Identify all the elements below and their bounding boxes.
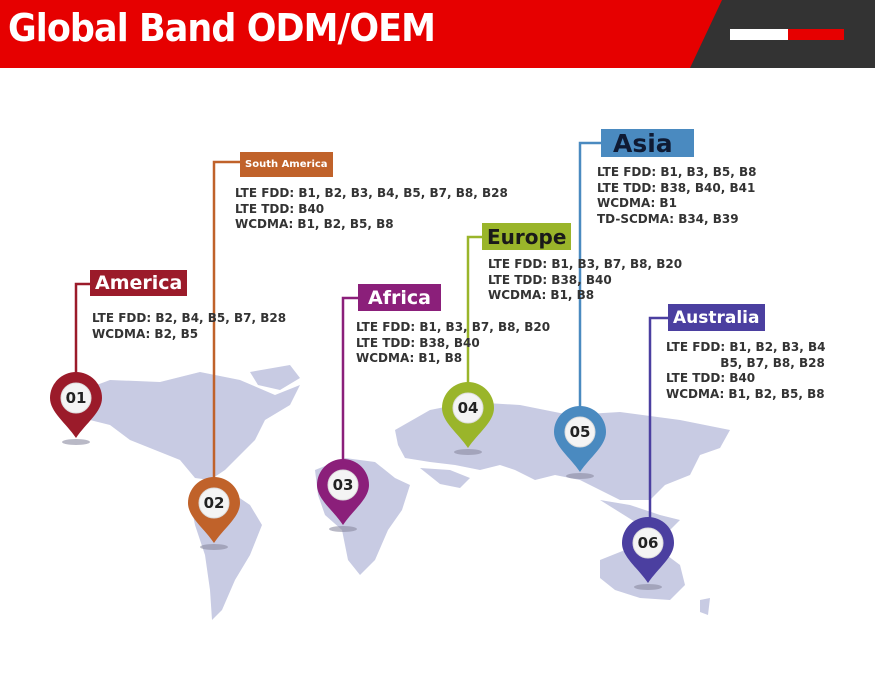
- region-label-south-america: South America: [240, 152, 333, 177]
- band-line: LTE FDD: B1, B3, B5, B8: [597, 165, 757, 179]
- band-line: WCDMA: B1: [597, 196, 677, 210]
- pin-number-01: 01: [65, 389, 87, 407]
- bands-europe: LTE FDD: B1, B3, B7, B8, B20 LTE TDD: B38…: [488, 257, 682, 304]
- page-title: Global Band ODM/OEM: [8, 6, 436, 50]
- pin-south-america: [187, 476, 241, 550]
- band-line: LTE FDD: B1, B2, B3, B4: [666, 340, 826, 354]
- band-line: LTE TDD: B38, B40, B41: [597, 180, 756, 195]
- band-line: B5, B7, B8, B28: [666, 355, 825, 370]
- band-line: WCDMA: B2, B5: [92, 326, 199, 341]
- bands-america: LTE FDD: B2, B4, B5, B7, B28 WCDMA: B2, B…: [92, 311, 286, 342]
- band-line: WCDMA: B1, B8: [488, 288, 595, 302]
- region-label-africa: Africa: [358, 284, 441, 311]
- band-line: WCDMA: B1, B2, B5, B8: [235, 217, 394, 231]
- band-line: LTE TDD: B38, B40: [488, 272, 612, 287]
- region-label-asia: Asia: [601, 129, 694, 158]
- band-line: LTE FDD: B2, B4, B5, B7, B28: [92, 311, 287, 325]
- band-line: WCDMA: B1, B8: [356, 351, 463, 365]
- pin-number-02: 02: [203, 494, 225, 512]
- pin-asia: [554, 406, 606, 479]
- pin-number-05: 05: [569, 423, 591, 441]
- bands-asia: LTE FDD: B1, B3, B5, B8 LTE TDD: B38, B40…: [597, 165, 757, 227]
- bands-south-america: LTE FDD: B1, B2, B3, B4, B5, B7, B8, B28…: [235, 186, 508, 233]
- band-line: LTE FDD: B1, B2, B3, B4, B5, B7, B8, B28: [235, 186, 508, 200]
- band-line: LTE FDD: B1, B3, B7, B8, B20: [488, 257, 683, 271]
- pin-number-03: 03: [332, 476, 354, 494]
- bands-australia: LTE FDD: B1, B2, B3, B4 B5, B7, B8, B28 L…: [666, 340, 826, 402]
- band-line: TD-SCDMA: B34, B39: [597, 211, 739, 226]
- pin-america: [50, 372, 102, 445]
- region-label-australia: Australia: [668, 304, 765, 331]
- pin-australia: [622, 517, 674, 590]
- band-line: LTE FDD: B1, B3, B7, B8, B20: [356, 320, 551, 334]
- region-label-america: America: [90, 270, 188, 296]
- band-line: LTE TDD: B40: [235, 201, 325, 216]
- pin-number-04: 04: [457, 399, 479, 417]
- pin-number-06: 06: [637, 534, 659, 552]
- header: Global Band ODM/OEM: [0, 0, 875, 68]
- pin-europe: [442, 382, 494, 455]
- region-label-europe: Europe: [482, 223, 572, 250]
- world-map: [70, 365, 730, 620]
- pin-africa: [317, 459, 369, 532]
- band-line: WCDMA: B1, B2, B5, B8: [666, 386, 825, 401]
- band-line: LTE TDD: B40: [666, 371, 756, 385]
- band-line: LTE TDD: B38, B40: [356, 335, 480, 350]
- bands-africa: LTE FDD: B1, B3, B7, B8, B20 LTE TDD: B38…: [356, 320, 550, 367]
